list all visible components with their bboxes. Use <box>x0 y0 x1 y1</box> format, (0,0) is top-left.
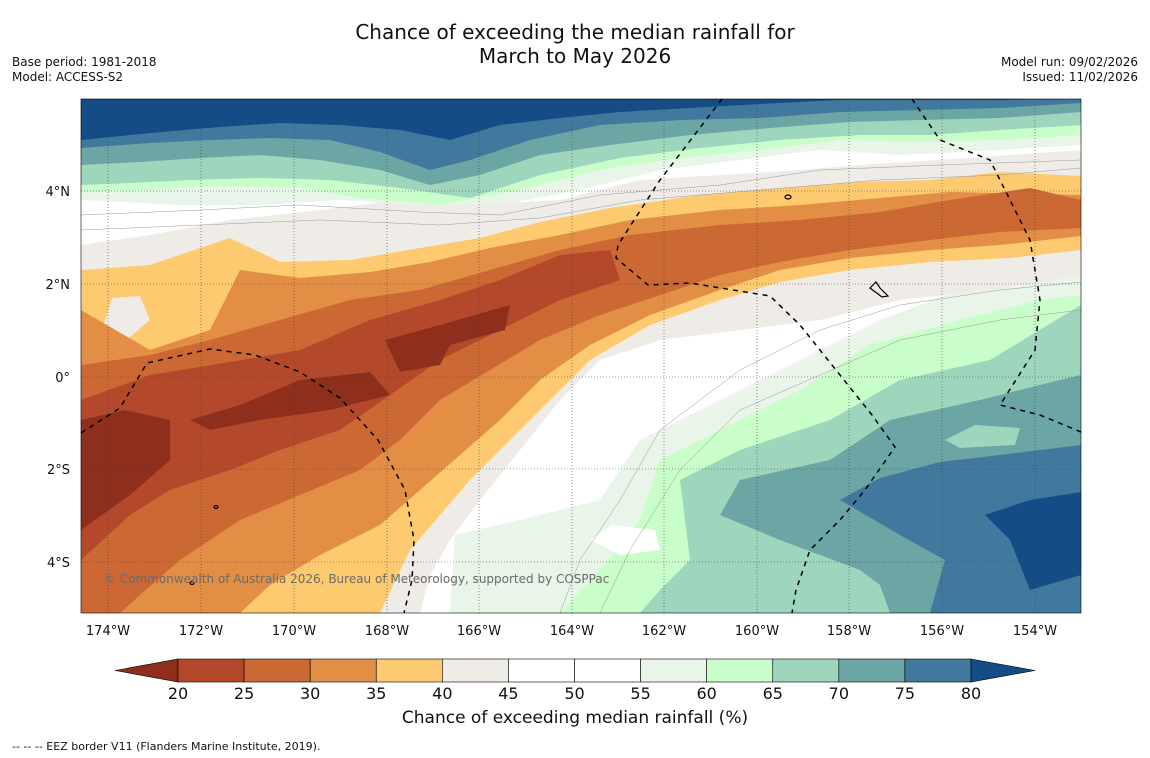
colorbar-tick-label: 60 <box>696 684 716 703</box>
islands <box>189 194 890 586</box>
contour-band-north-80plus <box>81 99 1081 140</box>
contour-band-75-80 <box>840 445 1081 613</box>
lat-label: 0° <box>55 371 70 386</box>
lon-label: 172°W <box>179 624 223 639</box>
colorbar-tick-label: 20 <box>168 684 188 703</box>
colorbar-segment <box>772 658 840 683</box>
lon-label: 158°W <box>827 624 871 639</box>
colorbar-segment <box>706 658 774 683</box>
lon-label: 156°W <box>920 624 964 639</box>
colorbar: 20 25 30 35 40 45 50 55 60 65 70 75 80 <box>114 658 1036 703</box>
lon-label: 166°W <box>457 624 501 639</box>
contour-line-3 <box>559 281 1081 613</box>
lat-label: 2°S <box>47 463 70 478</box>
contour-lines <box>81 159 1081 613</box>
lon-label: 174°W <box>86 624 130 639</box>
colorbar-tick-label: 70 <box>829 684 849 703</box>
lon-label: 170°W <box>272 624 316 639</box>
island-1 <box>784 194 792 200</box>
contour-band-below-20-a <box>81 410 170 530</box>
colorbar-tick-label: 25 <box>234 684 254 703</box>
lon-label: 164°W <box>550 624 594 639</box>
contour-band-80plus-south <box>985 492 1081 590</box>
eez-border-line-islands <box>615 98 896 614</box>
colorbar-tick-label: 75 <box>895 684 915 703</box>
colorbar-extend-low <box>114 658 179 683</box>
map-frame <box>80 98 1082 614</box>
contour-line-1 <box>81 159 1081 216</box>
map-title-line2: March to May 2026 <box>478 44 672 68</box>
issued-date: Issued: 11/02/2026 <box>1022 70 1138 84</box>
lat-label: 2°N <box>46 278 71 293</box>
colorbar-label: Chance of exceeding median rainfall (%) <box>401 708 749 728</box>
colorbar-segment <box>177 658 245 683</box>
colorbar-tick-label: 65 <box>763 684 783 703</box>
map-title-line1: Chance of exceeding the median rainfall … <box>355 20 795 44</box>
colorbar-tick-label: 45 <box>498 684 518 703</box>
lon-label: 162°W <box>642 624 686 639</box>
colorbar-segment <box>904 658 972 683</box>
lat-label: 4°N <box>46 185 71 200</box>
model-run: Model run: 09/02/2026 <box>1000 55 1138 69</box>
lat-label: 4°S <box>47 556 70 571</box>
colorbar-segment <box>243 658 311 683</box>
copyright-credit: © Commonwealth of Australia 2026, Bureau… <box>104 572 610 586</box>
base-period: Base period: 1981-2018 <box>12 55 157 69</box>
colorbar-segment <box>309 658 377 683</box>
lon-label: 160°W <box>735 624 779 639</box>
island-kiritimati <box>869 281 890 298</box>
meta-right: Model run: 09/02/2026 Issued: 11/02/2026 <box>1001 55 1138 85</box>
colorbar-tick-label: 80 <box>961 684 981 703</box>
colorbar-tick-label: 30 <box>300 684 320 703</box>
colorbar-segment <box>442 658 509 683</box>
contour-line-4 <box>599 309 1081 613</box>
eez-border-east <box>911 98 1082 433</box>
island-2 <box>213 504 219 510</box>
colorbar-tick-label: 50 <box>564 684 584 703</box>
colorbar-segment <box>838 658 906 683</box>
contour-island-60 <box>945 425 1020 448</box>
contour-island-white <box>590 525 660 555</box>
lon-label: 168°W <box>365 624 409 639</box>
contour-line-2 <box>81 167 1081 231</box>
contour-band-30-35 <box>81 192 1081 613</box>
colorbar-tick-label: 55 <box>630 684 650 703</box>
colorbar-extend-high <box>970 658 1036 683</box>
colorbar-tick-label: 40 <box>432 684 452 703</box>
lon-labels: 174°W 172°W 170°W 168°W 166°W 164°W 162°… <box>86 624 1057 639</box>
colorbar-segment <box>375 658 443 683</box>
colorbar-segment <box>508 658 575 683</box>
island-3 <box>189 580 195 586</box>
colorbar-segment <box>640 658 707 683</box>
model-name: Model: ACCESS-S2 <box>12 70 124 84</box>
eez-borders <box>80 98 1082 614</box>
colorbar-tick-label: 35 <box>366 684 386 703</box>
lon-label: 154°W <box>1013 624 1057 639</box>
colorbar-segment <box>574 658 641 683</box>
contour-band-below-20-b <box>190 372 390 430</box>
map-contours <box>81 99 1081 613</box>
eez-border-kiribati-west <box>80 348 415 614</box>
eez-footnote: -- -- -- EEZ border V11 (Flanders Marine… <box>12 740 321 753</box>
meta-left: Base period: 1981-2018 Model: ACCESS-S2 <box>12 55 157 85</box>
lat-labels: 4°N 2°N 0° 2°S 4°S <box>46 185 71 571</box>
